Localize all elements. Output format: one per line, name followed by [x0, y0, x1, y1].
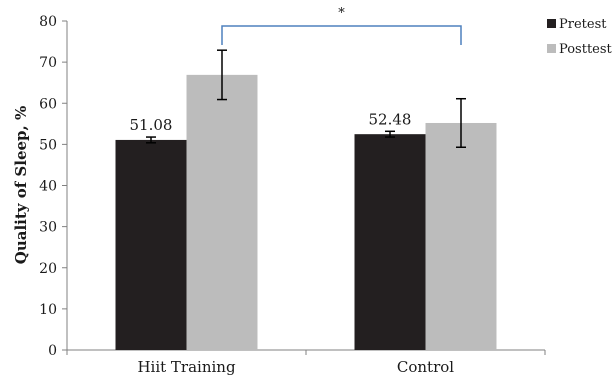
legend-swatch [547, 19, 556, 28]
bar-pretest [354, 134, 426, 350]
bar-pretest [115, 139, 187, 350]
y-tick-label: 70 [39, 55, 57, 71]
y-tick-label: 40 [39, 179, 57, 195]
significance-bracket: * [221, 6, 462, 45]
legend-label: Pretest [559, 17, 607, 32]
bars [115, 74, 497, 351]
error-bars [146, 49, 466, 149]
y-tick-label: 0 [48, 343, 57, 359]
y-tick-label: 30 [39, 220, 57, 236]
bar-posttest [186, 74, 258, 350]
y-tick-label: 10 [39, 302, 57, 318]
data-label: 51.08 [130, 116, 173, 134]
legend-swatch [547, 44, 556, 53]
y-axis-label: Quality of Sleep, % [12, 106, 30, 264]
y-tick-label: 60 [39, 96, 57, 112]
legend: Pretest Posttest [547, 17, 613, 57]
legend-label: Posttest [559, 42, 613, 57]
significance-star: * [338, 6, 345, 21]
bar-posttest [425, 122, 497, 351]
y-tick-label: 80 [39, 14, 57, 30]
data-label: 52.48 [369, 110, 412, 128]
data-labels: 51.08 52.48 [130, 110, 412, 134]
y-tick-label: 20 [39, 261, 57, 277]
y-tick-label: 50 [39, 137, 57, 153]
x-tick-label: Hiit Training [137, 358, 236, 376]
x-tick-label: Control [397, 358, 454, 376]
bracket-line [221, 25, 462, 45]
